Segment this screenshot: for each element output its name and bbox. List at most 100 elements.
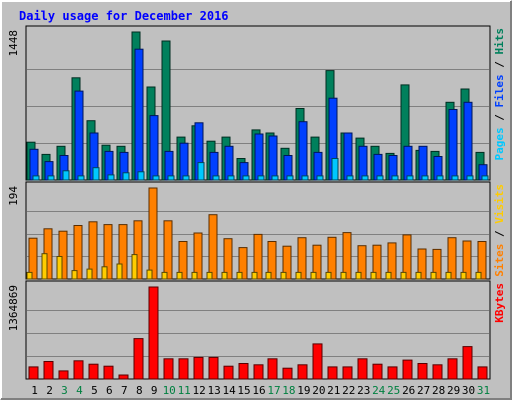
bar-pages-day-4 xyxy=(77,175,85,181)
bar-pages-day-15 xyxy=(242,175,250,181)
bar-sites-day-17 xyxy=(267,241,277,280)
bar-kbytes-day-15 xyxy=(238,363,249,380)
bar-sites-day-28 xyxy=(432,248,442,280)
bar-visits-day-8 xyxy=(131,254,138,280)
bar-files-day-30 xyxy=(463,101,473,181)
bar-kbytes-day-1 xyxy=(28,366,39,380)
bar-kbytes-day-30 xyxy=(462,346,473,380)
y-max-label: 1448 xyxy=(7,30,20,57)
bar-files-day-14 xyxy=(224,145,234,181)
bar-files-day-29 xyxy=(448,109,458,181)
y-max-label: 1364869 xyxy=(7,285,20,331)
bar-sites-day-14 xyxy=(223,238,233,280)
panel-legend: Sites / Visits xyxy=(493,184,506,277)
bar-kbytes-day-19 xyxy=(297,364,308,380)
bar-visits-day-21 xyxy=(325,271,332,280)
bar-kbytes-day-8 xyxy=(133,338,144,380)
bar-pages-day-24 xyxy=(376,175,384,181)
bar-pages-day-21 xyxy=(331,158,339,181)
bar-kbytes-day-12 xyxy=(193,356,204,380)
x-tick-label-day-24: 24 xyxy=(372,384,386,397)
x-tick-label-day-7: 7 xyxy=(121,384,128,397)
bar-pages-day-11 xyxy=(182,175,190,181)
bar-kbytes-day-25 xyxy=(387,366,398,380)
bar-sites-day-27 xyxy=(417,248,427,280)
bar-sites-day-10 xyxy=(163,220,173,280)
panel-kbytes: 1364869 KBytes xyxy=(7,280,506,380)
bar-kbytes-day-2 xyxy=(43,361,54,380)
bar-sites-day-5 xyxy=(88,221,98,280)
x-tick-label-day-20: 20 xyxy=(312,384,325,397)
x-tick-label-day-15: 15 xyxy=(237,384,250,397)
bar-kbytes-day-20 xyxy=(312,343,323,380)
bar-pages-day-8 xyxy=(137,171,145,181)
bar-sites-day-19 xyxy=(297,237,307,280)
bar-sites-day-22 xyxy=(342,232,352,280)
bar-sites-day-7 xyxy=(118,224,128,280)
chart-title: Daily usage for December 2016 xyxy=(19,9,229,23)
bar-files-day-1 xyxy=(29,148,39,181)
bar-visits-day-28 xyxy=(430,271,437,280)
x-tick-label-day-13: 13 xyxy=(207,384,220,397)
legend-entry: Files xyxy=(493,74,506,107)
bar-visits-day-3 xyxy=(56,256,63,280)
x-tick-label-day-6: 6 xyxy=(106,384,113,397)
bar-pages-day-23 xyxy=(361,175,369,181)
bar-pages-day-29 xyxy=(451,175,459,181)
bar-files-day-16 xyxy=(254,133,264,181)
bar-pages-day-25 xyxy=(391,175,399,181)
legend-entry: / xyxy=(493,55,506,75)
bar-sites-day-9 xyxy=(148,187,158,280)
bar-sites-day-11 xyxy=(178,241,188,280)
bar-files-day-4 xyxy=(74,90,84,181)
bar-kbytes-day-13 xyxy=(208,356,219,380)
bar-sites-day-21 xyxy=(327,236,337,280)
bar-kbytes-day-27 xyxy=(417,363,428,380)
bar-files-day-9 xyxy=(149,115,159,181)
x-tick-label-day-30: 30 xyxy=(462,384,475,397)
bar-pages-day-22 xyxy=(346,175,354,181)
bar-kbytes-day-10 xyxy=(163,358,174,380)
x-tick-label-day-25: 25 xyxy=(387,384,400,397)
bar-sites-day-25 xyxy=(387,242,397,280)
bar-sites-day-6 xyxy=(103,224,113,280)
bar-sites-day-13 xyxy=(208,214,218,280)
y-max-label: 194 xyxy=(7,186,20,206)
bar-kbytes-day-21 xyxy=(327,366,338,380)
bar-kbytes-day-4 xyxy=(73,360,84,380)
bar-sites-day-23 xyxy=(357,245,367,280)
x-tick-label-day-9: 9 xyxy=(151,384,158,397)
x-tick-label-day-26: 26 xyxy=(402,384,415,397)
chart-panels: 1448 Pages / Files / Hits 194 Sites / Visit… xyxy=(7,25,506,380)
panel-frame xyxy=(25,280,491,380)
bar-kbytes-day-16 xyxy=(253,364,264,380)
bar-sites-day-30 xyxy=(462,240,472,280)
bar-visits-day-16 xyxy=(251,271,258,280)
bar-files-day-11 xyxy=(179,142,189,181)
x-tick-label-day-14: 14 xyxy=(222,384,236,397)
bar-visits-day-18 xyxy=(280,271,287,280)
bar-sites-day-12 xyxy=(193,232,203,280)
bar-visits-day-10 xyxy=(161,271,168,280)
bar-visits-day-7 xyxy=(116,263,123,280)
bar-kbytes-day-6 xyxy=(103,365,114,380)
bar-visits-day-19 xyxy=(295,271,302,280)
bar-sites-day-4 xyxy=(73,225,83,280)
bar-files-day-22 xyxy=(343,132,353,181)
bar-pages-day-1 xyxy=(32,175,40,181)
bar-pages-day-3 xyxy=(62,170,70,181)
bar-pages-day-26 xyxy=(406,175,414,181)
legend-entry: / xyxy=(493,108,506,128)
bar-visits-day-6 xyxy=(101,266,108,280)
bar-files-day-26 xyxy=(403,145,413,181)
bar-pages-day-2 xyxy=(47,175,55,181)
bar-visits-day-9 xyxy=(146,269,153,280)
bar-kbytes-day-7 xyxy=(118,374,129,380)
bar-pages-day-27 xyxy=(421,175,429,181)
bar-visits-day-4 xyxy=(71,270,78,280)
bar-pages-day-19 xyxy=(301,175,309,181)
x-tick-label-day-28: 28 xyxy=(432,384,445,397)
x-tick-label-day-21: 21 xyxy=(327,384,340,397)
legend-entry: Hits xyxy=(493,28,506,55)
